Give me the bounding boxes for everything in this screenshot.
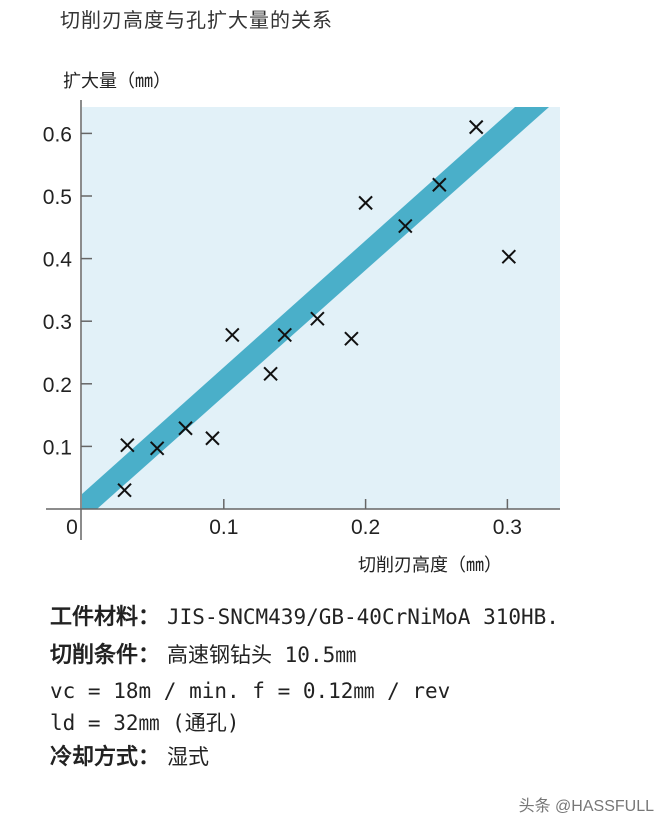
- x-marker: [432, 177, 447, 192]
- watermark: 头条 @HASSFULL: [518, 798, 654, 815]
- depth-row: ld = 32㎜ (通孔): [50, 707, 239, 737]
- speed-row: vc = 18m / min. f = 0.12㎜ / rev: [50, 675, 450, 705]
- depth-line: ld = 32㎜ (通孔): [50, 711, 240, 735]
- y-tick-label: 0.4: [43, 249, 73, 272]
- condition-value: 高速钢钻头 10.5㎜: [167, 643, 357, 667]
- x-marker: [468, 119, 484, 135]
- x-marker: [310, 311, 325, 326]
- x-marker: [117, 483, 132, 498]
- x-marker: [225, 327, 240, 343]
- y-tick-label: 0.3: [43, 311, 72, 334]
- chart-title: 切削刃高度与孔扩大量的关系: [60, 8, 333, 32]
- cooling-value: 湿式: [167, 745, 210, 769]
- x-ticks: 0 0.1 0.2 0.3: [66, 499, 522, 539]
- material-key: 工件材料：: [50, 605, 161, 630]
- condition-key: 切削条件：: [50, 643, 161, 668]
- condition-row: 切削条件： 高速钢钻头 10.5㎜: [50, 637, 356, 669]
- cooling-key: 冷却方式：: [50, 745, 161, 770]
- x-tick-label: 0: [66, 516, 78, 539]
- y-tick-label: 0.6: [43, 123, 72, 146]
- x-tick-label: 0.2: [351, 516, 380, 539]
- y-ticks: 0.1 0.2 0.3 0.4 0.5 0.6: [43, 123, 92, 459]
- x-marker: [149, 441, 165, 456]
- material-value: JIS-SNCM439/GB-40CrNiMoA 310HB.: [167, 605, 559, 629]
- x-marker: [205, 431, 220, 446]
- x-marker: [178, 421, 193, 436]
- x-tick-label: 0.3: [493, 516, 522, 539]
- trend-band: [82, 107, 549, 509]
- y-axis-label: 扩大量（㎜）: [63, 71, 171, 92]
- y-tick-label: 0.2: [43, 374, 72, 397]
- x-marker: [263, 366, 278, 381]
- cooling-row: 冷却方式： 湿式: [50, 739, 209, 771]
- y-tick-label: 0.5: [43, 186, 72, 209]
- x-axis-label: 切削刃高度（㎜）: [358, 555, 502, 576]
- x-marker: [120, 437, 135, 453]
- x-marker: [398, 218, 413, 234]
- axes: [46, 100, 560, 540]
- y-tick-label: 0.1: [43, 436, 72, 459]
- data-points: [117, 119, 517, 498]
- x-marker: [344, 331, 359, 346]
- x-marker: [277, 327, 292, 343]
- scatter-chart: 0.1 0.2 0.3 0.4 0.5 0.6 0 0.1 0.2 0.3: [43, 100, 560, 540]
- x-marker: [501, 249, 517, 264]
- material-row: 工件材料： JIS-SNCM439/GB-40CrNiMoA 310HB.: [50, 599, 559, 631]
- x-tick-label: 0.1: [209, 516, 238, 539]
- speed-line: vc = 18m / min. f = 0.12㎜ / rev: [50, 679, 451, 703]
- x-marker: [358, 195, 373, 211]
